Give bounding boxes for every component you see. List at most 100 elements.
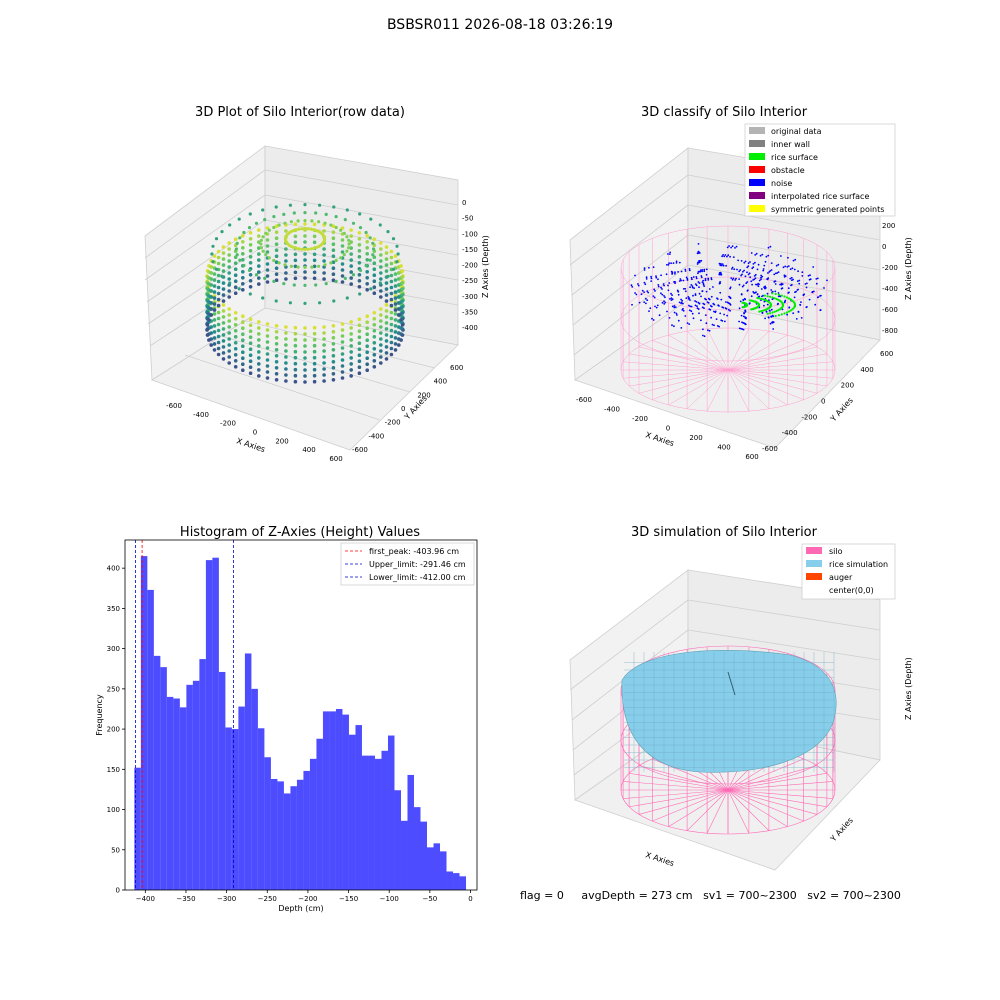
raw-point — [227, 289, 231, 293]
classify-noise-point — [700, 259, 703, 262]
classify-noise-point — [757, 263, 760, 266]
raw-point — [257, 338, 261, 342]
classify-noise-point — [718, 325, 720, 328]
raw-point — [265, 268, 270, 272]
raw-point — [349, 276, 354, 280]
raw-point — [331, 266, 336, 271]
raw-point — [233, 359, 238, 363]
histogram-bar — [355, 725, 362, 890]
classify-noise-point — [703, 268, 706, 271]
histogram-y-tick-label: 0 — [116, 887, 120, 895]
raw-point — [216, 255, 221, 260]
raw-point — [389, 340, 394, 345]
classify-noise-point — [707, 329, 709, 331]
classify-noise-point — [686, 277, 689, 280]
raw-point — [212, 284, 217, 288]
raw-point — [358, 226, 363, 230]
classify-silo-spoke — [727, 328, 750, 371]
classify-rice-point — [780, 294, 783, 297]
classify-noise-point — [671, 324, 673, 327]
raw-point — [393, 290, 398, 294]
classify-noise-point — [807, 274, 810, 277]
classify-legend-label: original data — [771, 127, 822, 136]
classify-noise-point — [701, 269, 704, 271]
classify-silo-spoke — [638, 369, 729, 394]
classify-noise-point — [740, 274, 742, 277]
raw-point — [303, 344, 307, 348]
histogram-bar — [381, 750, 388, 890]
classify-noise-point — [672, 262, 675, 264]
classify-y-tick: -400 — [782, 429, 798, 437]
raw-point — [400, 305, 405, 309]
classify-silo-spoke — [629, 353, 729, 371]
classify-noise-point — [680, 279, 682, 282]
classify-noise-point — [729, 287, 731, 290]
raw-point — [340, 238, 345, 242]
raw-point — [357, 323, 362, 328]
classify-noise-point — [688, 304, 690, 307]
classify-noise-point — [652, 266, 655, 269]
raw-point — [292, 211, 296, 215]
raw-point — [312, 228, 316, 232]
raw-point — [241, 368, 245, 373]
histogram-bar — [453, 873, 460, 890]
classify-noise-point — [689, 286, 691, 289]
classify-noise-point — [697, 272, 699, 275]
histogram-bar — [342, 714, 349, 890]
classify-noise-point — [731, 266, 734, 269]
raw-point — [340, 334, 345, 338]
histogram-bar — [277, 781, 284, 890]
classify-noise-point — [695, 276, 698, 278]
classify-rice-point — [760, 297, 763, 300]
classify-noise-point — [671, 298, 674, 301]
raw-point — [386, 274, 390, 278]
raw-point — [212, 330, 217, 334]
classify-noise-point — [665, 273, 668, 276]
classify-noise-point — [708, 329, 711, 332]
raw-point — [205, 333, 210, 337]
classify-noise-point — [756, 293, 759, 296]
classify-noise-point — [698, 286, 700, 289]
raw-point — [339, 228, 343, 232]
raw-point — [274, 272, 279, 277]
classify-noise-point — [660, 274, 662, 277]
classify-noise-point — [649, 307, 652, 310]
classify-legend-swatch — [749, 166, 765, 173]
histogram-bar — [192, 680, 200, 890]
classify-noise-point — [696, 252, 699, 255]
raw-point — [365, 320, 370, 325]
classify-z-tick: -600 — [882, 306, 898, 314]
raw-point — [293, 234, 298, 239]
raw-point — [221, 251, 226, 255]
classify-noise-point — [790, 276, 793, 279]
raw-point — [274, 254, 279, 258]
simulation-silo-spoke — [638, 789, 729, 815]
classify-noise-point — [763, 300, 766, 303]
classify-noise-point — [698, 292, 701, 295]
histogram-bar — [374, 758, 382, 890]
raw-point — [209, 289, 213, 293]
classify-noise-point — [705, 290, 708, 293]
raw-point — [267, 228, 271, 232]
raw-point — [254, 221, 259, 225]
raw-point — [212, 290, 217, 294]
raw-point — [265, 262, 270, 266]
classify-noise-point — [728, 296, 731, 299]
classify-noise-point — [749, 261, 751, 263]
raw-point — [216, 334, 221, 339]
classify-noise-point — [670, 292, 672, 295]
raw-point — [391, 267, 396, 271]
raw-point — [372, 255, 377, 259]
classify-noise-point — [648, 310, 650, 312]
histogram-bar — [368, 755, 375, 890]
raw-point — [365, 344, 370, 349]
raw-point — [349, 320, 354, 324]
simulation-silo-spoke — [727, 772, 827, 791]
raw-point — [389, 285, 394, 290]
classify-noise-point — [761, 295, 763, 298]
classify-noise-point — [668, 282, 671, 284]
raw-point — [265, 322, 270, 326]
classify-noise-point — [701, 270, 703, 273]
raw-point — [233, 353, 238, 357]
